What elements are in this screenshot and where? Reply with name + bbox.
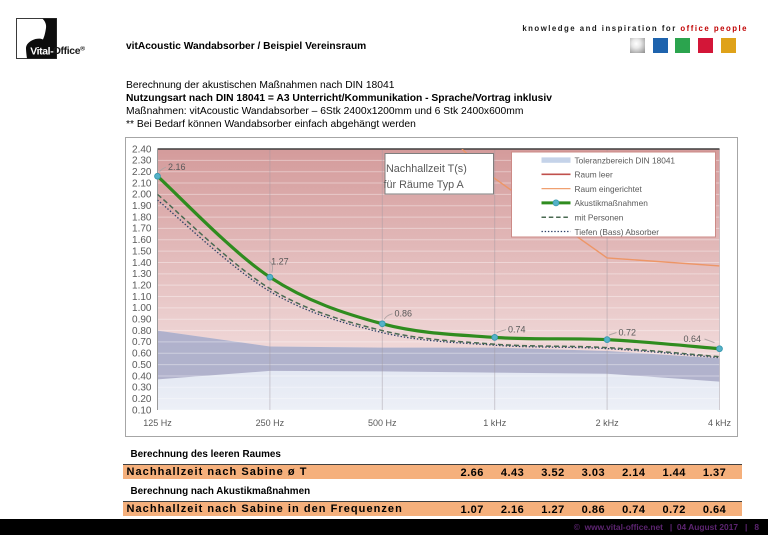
svg-text:1.30: 1.30 <box>132 269 152 280</box>
svg-text:0.86: 0.86 <box>394 309 412 319</box>
svg-text:0.20: 0.20 <box>132 394 152 405</box>
svg-text:1.00: 1.00 <box>132 303 152 314</box>
svg-text:2.00: 2.00 <box>132 190 152 201</box>
svg-text:0.60: 0.60 <box>132 349 152 360</box>
svg-text:125 Hz: 125 Hz <box>143 418 172 428</box>
svg-text:Tiefen (Bass) Absorber: Tiefen (Bass) Absorber <box>574 227 659 237</box>
svg-text:1.60: 1.60 <box>132 235 152 246</box>
svg-text:1.50: 1.50 <box>132 246 152 257</box>
svg-text:1.40: 1.40 <box>132 258 152 269</box>
svg-text:1.27: 1.27 <box>271 256 289 266</box>
svg-text:0.90: 0.90 <box>132 315 152 326</box>
svg-text:1.70: 1.70 <box>132 224 152 235</box>
svg-text:0.40: 0.40 <box>132 371 152 382</box>
svg-text:1 kHz: 1 kHz <box>483 418 507 428</box>
svg-text:250 Hz: 250 Hz <box>255 418 284 428</box>
svg-text:0.50: 0.50 <box>132 360 152 371</box>
svg-text:0.30: 0.30 <box>132 383 152 394</box>
svg-text:0.10: 0.10 <box>132 405 152 416</box>
svg-text:Nachhallzeit T(s): Nachhallzeit T(s) <box>386 163 467 175</box>
svg-text:0.74: 0.74 <box>508 325 526 335</box>
svg-text:2.16: 2.16 <box>168 162 186 172</box>
svg-text:2.40: 2.40 <box>132 144 152 155</box>
svg-text:1.80: 1.80 <box>132 212 152 223</box>
svg-text:0.64: 0.64 <box>683 334 701 344</box>
svg-text:2.30: 2.30 <box>132 156 152 167</box>
svg-text:Toleranzbereich DIN 18041: Toleranzbereich DIN 18041 <box>574 155 675 165</box>
svg-text:2 kHz: 2 kHz <box>595 418 619 428</box>
svg-text:mit Personen: mit Personen <box>574 213 623 223</box>
svg-text:Raum leer: Raum leer <box>574 170 613 180</box>
svg-text:500 Hz: 500 Hz <box>368 418 397 428</box>
svg-text:2.10: 2.10 <box>132 178 152 189</box>
svg-text:0.70: 0.70 <box>132 337 152 348</box>
svg-text:2.20: 2.20 <box>132 167 152 178</box>
svg-text:für Räume Typ A: für Räume Typ A <box>383 179 464 191</box>
svg-text:1.90: 1.90 <box>132 201 152 212</box>
svg-text:4 kHz: 4 kHz <box>707 418 731 428</box>
svg-text:0.80: 0.80 <box>132 326 152 337</box>
svg-text:Raum eingerichtet: Raum eingerichtet <box>574 184 642 194</box>
svg-text:Akustikmaßnahmen: Akustikmaßnahmen <box>574 198 648 208</box>
svg-text:0.72: 0.72 <box>618 327 636 337</box>
svg-text:1.20: 1.20 <box>132 281 152 292</box>
svg-text:1.10: 1.10 <box>132 292 152 303</box>
